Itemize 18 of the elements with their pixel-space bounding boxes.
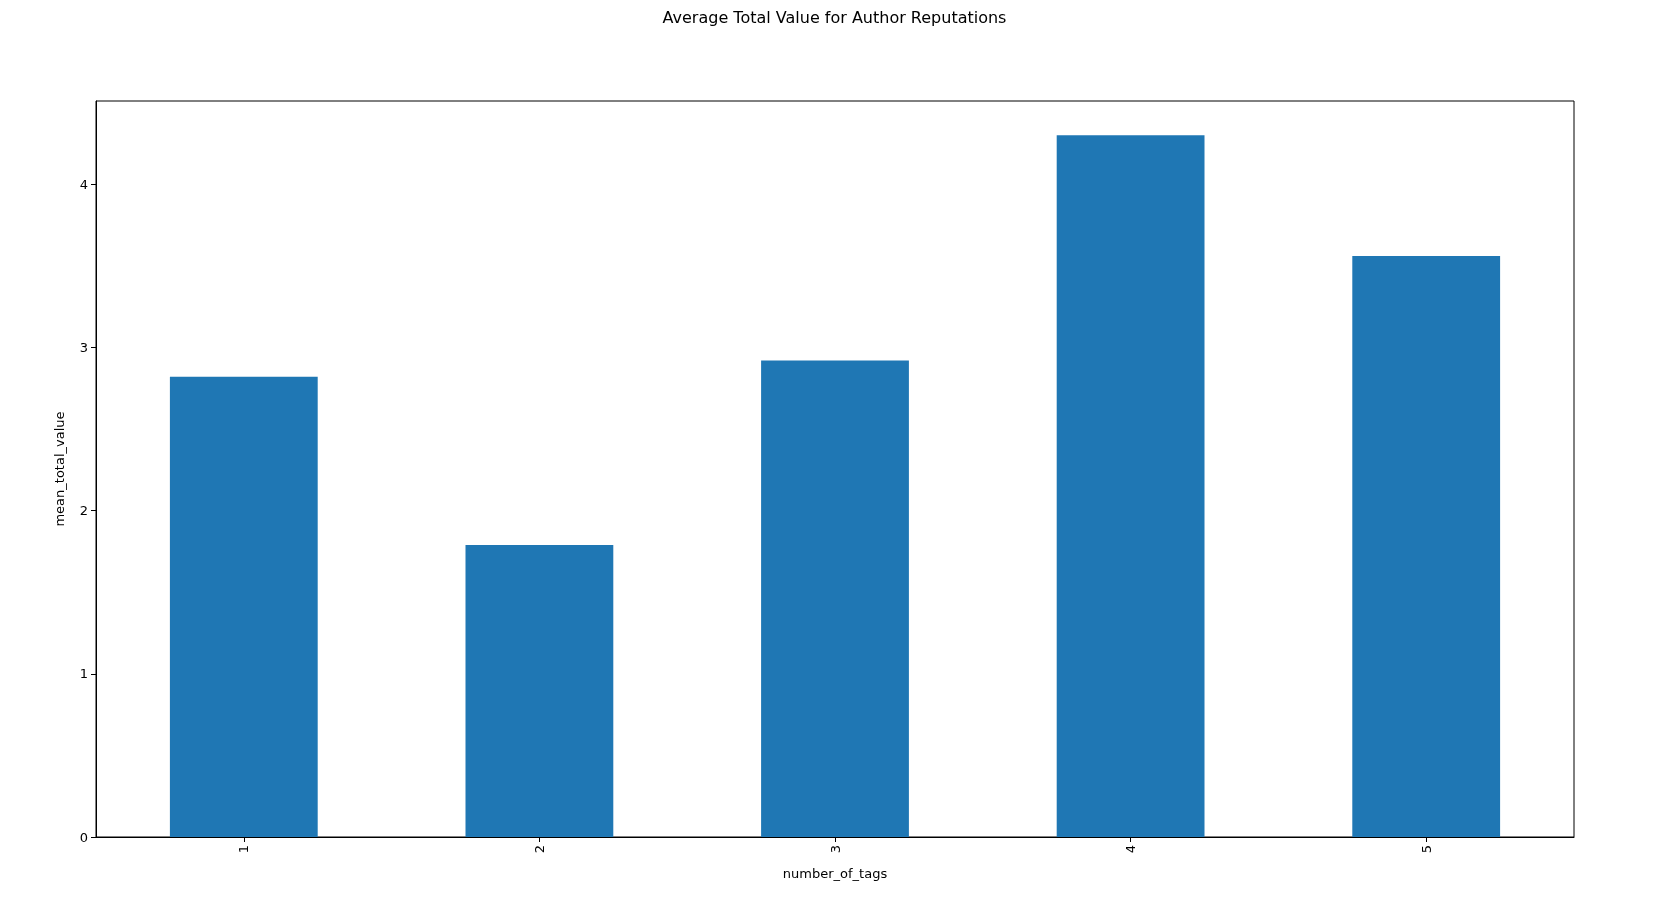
y-tick-label: 0 [79, 829, 88, 845]
bar [169, 376, 318, 837]
chart-title: Average Total Value for Author Reputations [662, 7, 1007, 27]
y-tick-label: 1 [79, 666, 88, 682]
y-tick-label: 2 [79, 503, 88, 519]
bar [465, 544, 614, 837]
y-tick-label: 4 [79, 176, 88, 192]
bar [761, 360, 909, 837]
x-axis-title: number_of_tags [782, 866, 888, 881]
x-tick-label: 5 [1418, 845, 1434, 854]
x-tick-label: 2 [531, 845, 547, 854]
x-tick-label: 4 [1123, 845, 1139, 854]
bar [1352, 256, 1501, 837]
x-tick-label: 1 [236, 845, 252, 854]
y-axis-title: mean_total_value [52, 411, 67, 527]
y-tick-label: 3 [79, 339, 88, 355]
x-tick-label: 3 [827, 845, 843, 854]
bar [1056, 135, 1205, 837]
